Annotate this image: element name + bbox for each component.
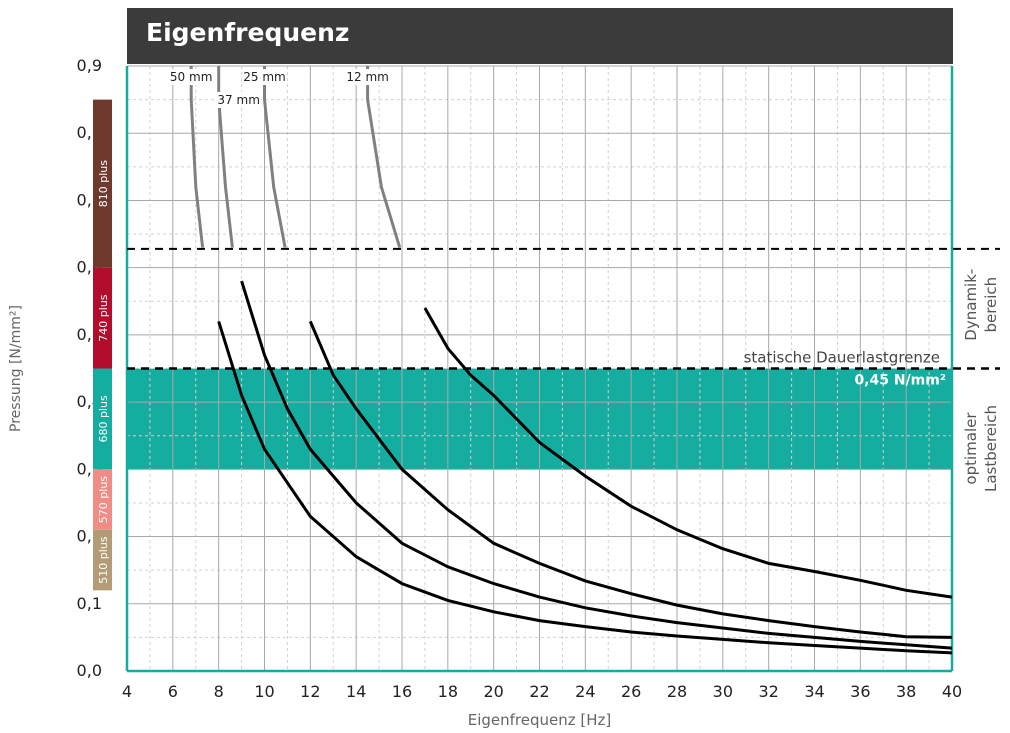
curve-upper-segment: [189, 66, 205, 248]
region-label: Lastbereich: [982, 405, 1000, 492]
chart-title: Eigenfrequenz: [146, 18, 350, 47]
title-bar: [127, 8, 953, 64]
material-bar: [93, 529, 112, 591]
y-tick-label: 0,9: [77, 56, 102, 75]
x-tick-label: 22: [529, 682, 549, 701]
material-bar: [93, 469, 112, 530]
series-label-bg: [242, 69, 287, 85]
series-label: 50 mm: [170, 70, 212, 84]
material-bar: [93, 368, 112, 470]
curve-upper-segment: [217, 66, 234, 248]
series-label-bg: [216, 92, 261, 108]
x-tick-label: 38: [896, 682, 916, 701]
series-label: 12 mm: [346, 70, 388, 84]
x-tick-label: 30: [713, 682, 733, 701]
x-tick-label: 14: [346, 682, 366, 701]
curve-line: [423, 307, 953, 599]
curve-line: [240, 280, 953, 650]
material-label: 510 plus: [97, 536, 110, 584]
material-label: 570 plus: [97, 476, 110, 524]
x-tick-label: 20: [483, 682, 503, 701]
material-label: 810 plus: [97, 160, 110, 208]
x-tick-label: 10: [254, 682, 274, 701]
curve-upper-segment: [263, 66, 287, 248]
material-bar: [93, 99, 112, 268]
region-label: optimaler: [962, 412, 980, 485]
region-label: bereich: [982, 277, 1000, 333]
series-label: 25 mm: [243, 70, 285, 84]
curve-upper-segment: [366, 66, 402, 248]
x-axis-label: Eigenfrequenz [Hz]: [468, 711, 612, 729]
series-label-bg: [345, 69, 390, 85]
material-label: 680 plus: [97, 395, 110, 443]
curve-line: [217, 320, 953, 655]
reference-line-label: statische Dauerlastgrenze: [744, 349, 940, 367]
material-bar: [93, 267, 112, 369]
y-axis-label: Pressung [N/mm²]: [8, 305, 24, 432]
series-label: 37 mm: [217, 93, 259, 107]
x-tick-label: 18: [438, 682, 458, 701]
x-tick-label: 16: [392, 682, 412, 701]
x-tick-label: 4: [122, 682, 132, 701]
x-tick-label: 32: [758, 682, 778, 701]
curve-line: [308, 320, 953, 639]
y-tick-label: 0,0: [77, 661, 102, 680]
band-label: 0,45 N/mm²: [854, 373, 946, 389]
x-tick-label: 40: [942, 682, 962, 701]
x-tick-label: 34: [804, 682, 824, 701]
x-tick-label: 8: [214, 682, 224, 701]
material-label: 740 plus: [97, 294, 110, 342]
x-tick-label: 6: [168, 682, 178, 701]
x-tick-label: 36: [850, 682, 870, 701]
y-tick-label: 0,1: [77, 594, 102, 613]
x-tick-label: 24: [575, 682, 595, 701]
x-tick-label: 26: [621, 682, 641, 701]
region-label: Dynamik-: [962, 269, 980, 341]
series-label-bg: [169, 69, 214, 85]
x-tick-label: 12: [300, 682, 320, 701]
x-tick-label: 28: [667, 682, 687, 701]
